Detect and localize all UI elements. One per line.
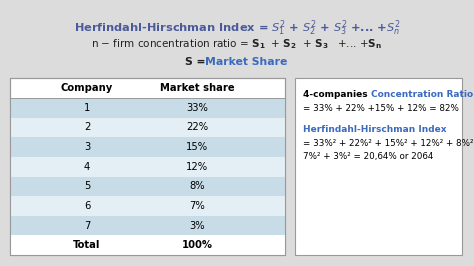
- Bar: [10, 78, 285, 255]
- Text: 15%: 15%: [186, 142, 208, 152]
- Text: = 33%² + 22%² + 15%² + 12%² + 8%² +: = 33%² + 22%² + 15%² + 12%² + 8%² +: [303, 139, 474, 148]
- Bar: [10, 235, 285, 255]
- Text: 5: 5: [84, 181, 90, 191]
- Bar: [10, 196, 285, 216]
- Bar: [10, 78, 285, 255]
- Text: 33%: 33%: [186, 103, 208, 113]
- Bar: [10, 98, 285, 118]
- Text: 100%: 100%: [182, 240, 212, 250]
- Text: 7%: 7%: [189, 201, 205, 211]
- Text: Company: Company: [61, 83, 113, 93]
- Text: 22%: 22%: [186, 122, 208, 132]
- Text: 4-companies: 4-companies: [303, 90, 371, 99]
- Text: 4: 4: [84, 162, 90, 172]
- Text: Total: Total: [73, 240, 100, 250]
- Text: S =: S =: [185, 57, 209, 67]
- Bar: [10, 137, 285, 157]
- Text: 6: 6: [84, 201, 90, 211]
- Text: 2: 2: [84, 122, 90, 132]
- Text: 8%: 8%: [189, 181, 205, 191]
- Text: Concentration Ratio: Concentration Ratio: [371, 90, 473, 99]
- Text: 3: 3: [84, 142, 90, 152]
- Text: 7: 7: [84, 221, 90, 231]
- Bar: [295, 78, 462, 255]
- Bar: [10, 177, 285, 196]
- Text: Market share: Market share: [160, 83, 234, 93]
- Bar: [10, 157, 285, 177]
- Text: 1: 1: [84, 103, 90, 113]
- Text: = 33% + 22% +15% + 12% = 82%: = 33% + 22% +15% + 12% = 82%: [303, 104, 459, 113]
- Text: n $-$ firm concentration ratio = $\mathbf{S_1}$  + $\mathbf{S_2}$  + $\mathbf{S_: n $-$ firm concentration ratio = $\mathb…: [91, 37, 383, 51]
- Text: 7%² + 3%² = 20,64% or 2064: 7%² + 3%² = 20,64% or 2064: [303, 152, 433, 161]
- Bar: [10, 118, 285, 137]
- Bar: [10, 216, 285, 235]
- Text: Herfindahl-Hirschman Index = $S_1^2$ + $S_2^2$ + $S_3^2$ +... +$S_n^2$: Herfindahl-Hirschman Index = $S_1^2$ + $…: [73, 18, 401, 38]
- Text: Market Share: Market Share: [205, 57, 287, 67]
- Text: Herfindahl-Hirschman Index: Herfindahl-Hirschman Index: [303, 125, 447, 134]
- Text: 3%: 3%: [189, 221, 205, 231]
- Text: 12%: 12%: [186, 162, 208, 172]
